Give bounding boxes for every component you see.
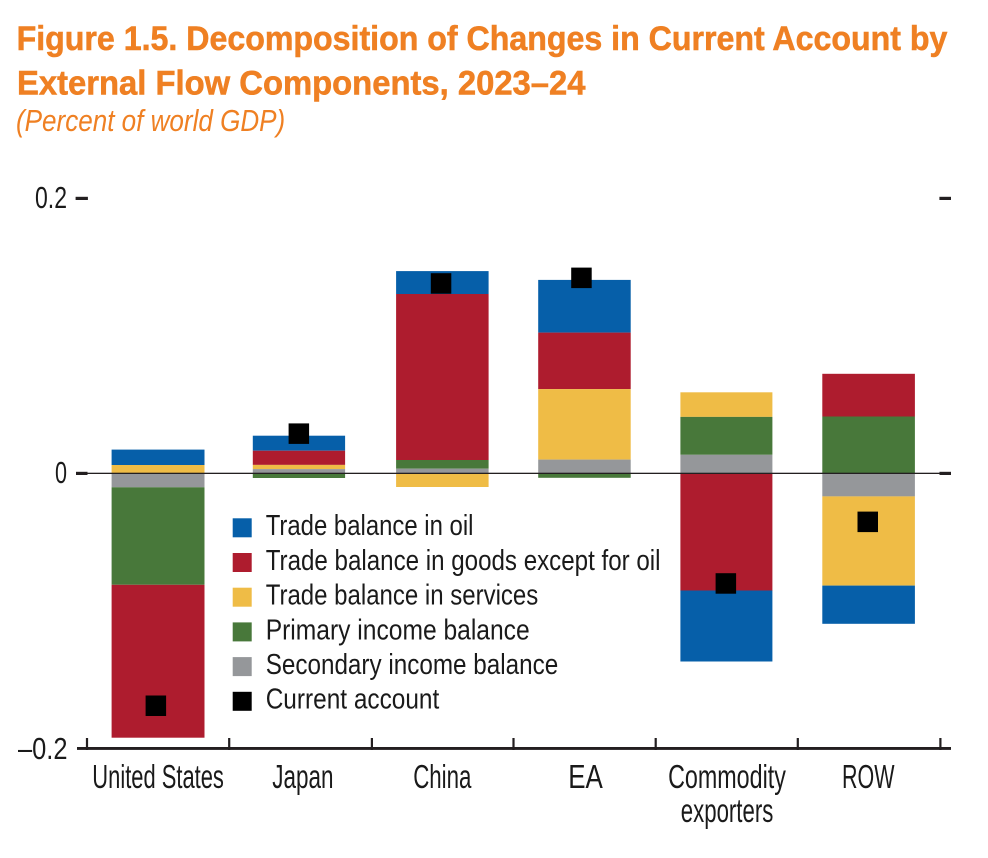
svg-text:Trade balance in oil: Trade balance in oil [266,510,474,542]
svg-text:Secondary income balance: Secondary income balance [266,649,559,681]
svg-text:China: China [413,759,472,796]
svg-text:0: 0 [55,456,67,490]
svg-text:Japan: Japan [272,759,333,796]
svg-text:EA: EA [568,759,603,796]
svg-text:Figure 1.5. Decomposition of C: Figure 1.5. Decomposition of Changes in … [17,20,948,58]
svg-text:(Percent of world GDP): (Percent of world GDP) [16,103,285,138]
svg-text:Commodity: Commodity [668,759,786,796]
svg-text:ROW: ROW [842,759,895,796]
svg-text:Trade balance in goods except: Trade balance in goods except for oil [266,545,661,577]
svg-text:0.2: 0.2 [35,181,67,215]
svg-text:Current account: Current account [266,684,440,716]
svg-text:United States: United States [92,759,224,796]
svg-text:External Flow Components, 2023: External Flow Components, 2023–24 [17,64,586,102]
svg-text:–0.2: –0.2 [18,732,68,766]
svg-text:Primary income balance: Primary income balance [266,614,530,646]
svg-text:Trade balance in services: Trade balance in services [266,580,539,612]
svg-text:exporters: exporters [681,793,774,830]
